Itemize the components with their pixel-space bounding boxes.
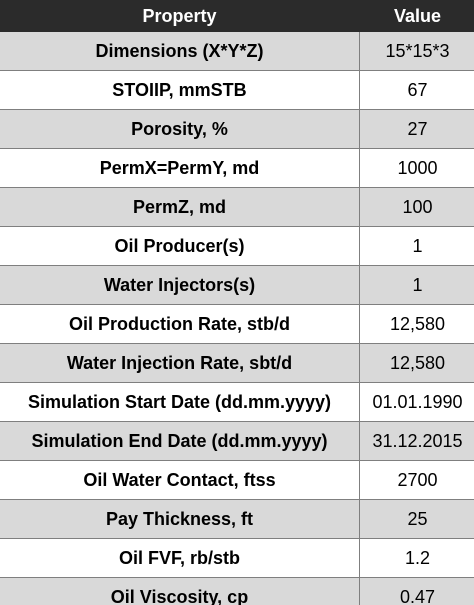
property-cell: Dimensions (X*Y*Z) [0,31,360,71]
value-cell: 1000 [359,148,474,188]
value-cell: 1.2 [359,538,474,578]
table-row: Oil Water Contact, ftss 2700 [0,460,474,500]
table-row: Water Injectors(s) 1 [0,265,474,305]
value-cell: 31.12.2015 [359,421,474,461]
property-cell: PermZ, md [0,187,360,227]
table-row: Oil Viscosity, cp 0.47 [0,577,474,605]
header-property-label: Property [142,5,217,26]
value-cell: 15*15*3 [359,31,474,71]
property-cell: STOIIP, mmSTB [0,70,360,110]
table-row: Dimensions (X*Y*Z) 15*15*3 [0,31,474,71]
table-row: PermX=PermY, md 1000 [0,148,474,188]
table-row: Simulation End Date (dd.mm.yyyy) 31.12.2… [0,421,474,461]
value-cell: 2700 [359,460,474,500]
value-cell: 12,580 [359,343,474,383]
property-cell: Pay Thickness, ft [0,499,360,539]
header-property: Property [0,0,360,32]
property-cell: PermX=PermY, md [0,148,360,188]
value-cell: 12,580 [359,304,474,344]
value-cell: 1 [359,265,474,305]
property-cell: Porosity, % [0,109,360,149]
table-row: Porosity, % 27 [0,109,474,149]
property-cell: Oil Producer(s) [0,226,360,266]
property-cell: Water Injection Rate, sbt/d [0,343,360,383]
property-cell: Oil Viscosity, cp [0,577,360,605]
table-row: Oil Producer(s) 1 [0,226,474,266]
value-cell: 100 [359,187,474,227]
table-row: Oil Production Rate, stb/d 12,580 [0,304,474,344]
property-cell: Oil FVF, rb/stb [0,538,360,578]
value-cell: 0.47 [359,577,474,605]
property-cell: Oil Production Rate, stb/d [0,304,360,344]
value-cell: 25 [359,499,474,539]
value-cell: 1 [359,226,474,266]
table-row: PermZ, md 100 [0,187,474,227]
header-value: Value [359,0,474,32]
value-cell: 01.01.1990 [359,382,474,422]
table-row: Oil FVF, rb/stb 1.2 [0,538,474,578]
property-cell: Simulation Start Date (dd.mm.yyyy) [0,382,360,422]
value-cell: 27 [359,109,474,149]
property-cell: Simulation End Date (dd.mm.yyyy) [0,421,360,461]
property-cell: Oil Water Contact, ftss [0,460,360,500]
table-row: Simulation Start Date (dd.mm.yyyy) 01.01… [0,382,474,422]
property-cell: Water Injectors(s) [0,265,360,305]
table-row: STOIIP, mmSTB 67 [0,70,474,110]
table-row: Pay Thickness, ft 25 [0,499,474,539]
value-cell: 67 [359,70,474,110]
table-header-row: Property Value [0,0,474,32]
table-row: Water Injection Rate, sbt/d 12,580 [0,343,474,383]
header-value-label: Value [393,5,442,26]
